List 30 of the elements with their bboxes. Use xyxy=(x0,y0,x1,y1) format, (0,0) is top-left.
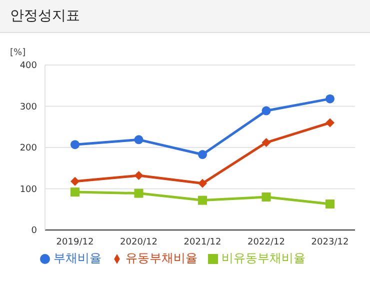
point xyxy=(70,188,80,197)
x-tick-label: 2022/12 xyxy=(248,237,285,248)
y-tick-label: 200 xyxy=(20,144,38,154)
y-axis-title: [%] xyxy=(10,48,26,58)
point xyxy=(262,192,271,202)
point xyxy=(134,188,144,198)
point xyxy=(70,140,80,150)
point xyxy=(262,106,271,116)
chart-title: 안정성지표 xyxy=(0,0,370,33)
point xyxy=(198,196,207,205)
x-tick-label: 2023/12 xyxy=(311,237,349,248)
point xyxy=(134,171,144,180)
x-tick-label: 2021/12 xyxy=(184,237,222,248)
x-tick-label: 2019/12 xyxy=(56,237,94,248)
point xyxy=(134,135,144,144)
point xyxy=(198,150,207,160)
legend-label: 유동부채비율 xyxy=(126,251,198,265)
y-tick-label: 100 xyxy=(20,184,38,195)
point xyxy=(326,200,334,209)
legend-label: 부채비율 xyxy=(54,251,102,265)
legend-label: 비유동부채비율 xyxy=(222,251,306,265)
point xyxy=(198,178,207,188)
point xyxy=(326,118,334,128)
y-tick-label: 400 xyxy=(20,61,38,72)
y-tick-label: 0 xyxy=(31,226,38,236)
point xyxy=(262,138,271,148)
point xyxy=(70,176,80,186)
point xyxy=(326,94,334,104)
x-tick-label: 2020/12 xyxy=(120,237,158,248)
y-tick-label: 300 xyxy=(20,102,38,112)
